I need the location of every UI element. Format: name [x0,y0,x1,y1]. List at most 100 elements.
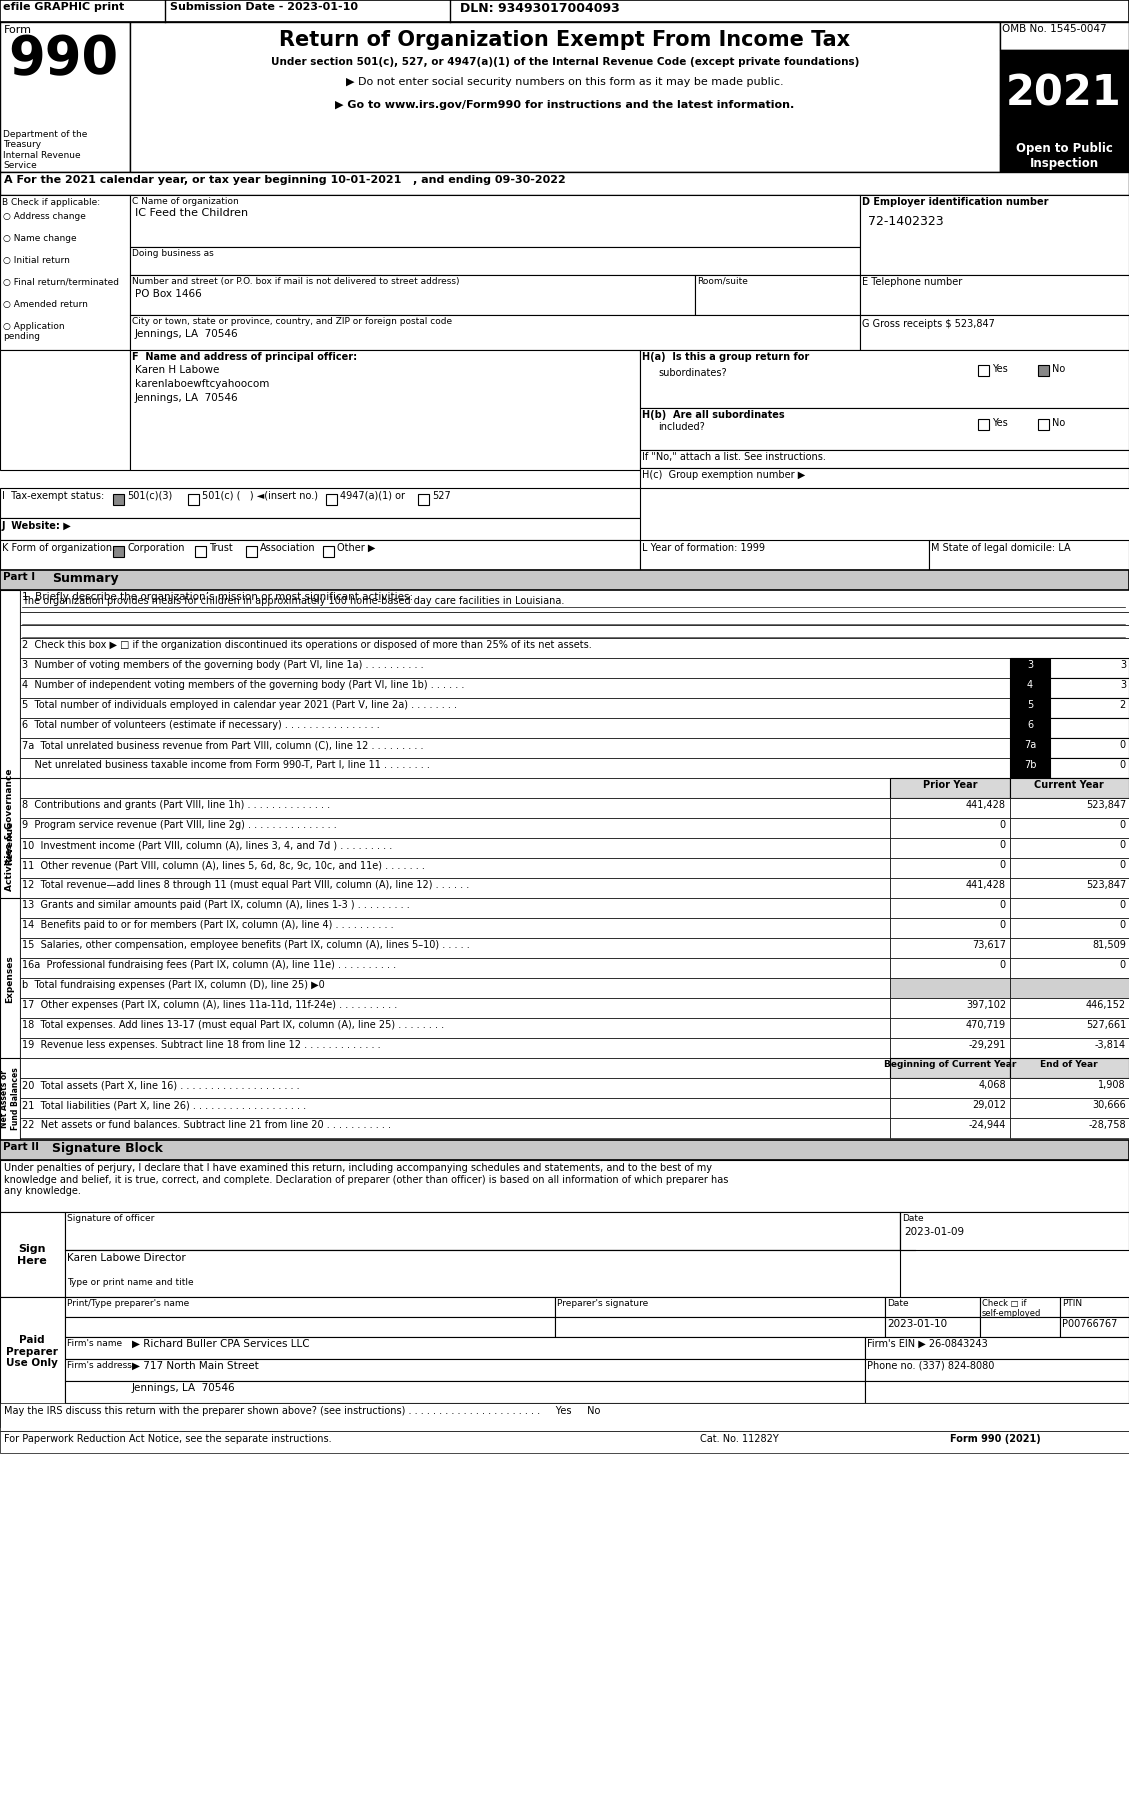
Bar [65,1212,900,1250]
Text: IC Feed the Children: IC Feed the Children [135,209,248,218]
Text: 4,068: 4,068 [979,1079,1006,1090]
Bar [20,1117,890,1137]
Text: 441,428: 441,428 [966,800,1006,811]
Text: Karen H Labowe: Karen H Labowe [135,365,219,375]
Text: 18  Total expenses. Add lines 13-17 (must equal Part IX, column (A), line 25) . : 18 Total expenses. Add lines 13-17 (must… [21,1019,444,1030]
Text: 1,908: 1,908 [1099,1079,1126,1090]
Bar [890,958,1010,978]
Text: Current Year: Current Year [1034,780,1104,791]
Bar [0,898,20,1059]
Bar [929,541,1129,570]
Text: City or town, state or province, country, and ZIP or foreign postal code: City or town, state or province, country… [132,317,452,327]
Text: 73,617: 73,617 [972,940,1006,951]
Text: Activities & Governance: Activities & Governance [6,769,15,891]
Bar [890,998,1010,1018]
Bar [20,858,890,878]
Bar [20,818,890,838]
Text: 523,847: 523,847 [1086,880,1126,891]
Text: Association: Association [260,542,316,553]
Bar [113,493,124,504]
Bar [1010,1018,1129,1038]
Bar [0,778,20,909]
Bar [20,738,1010,758]
Text: 20  Total assets (Part X, line 16) . . . . . . . . . . . . . . . . . . . .: 20 Total assets (Part X, line 16) . . . … [21,1079,299,1090]
Bar [890,938,1010,958]
Text: 0: 0 [1120,960,1126,970]
Bar [0,194,130,350]
Bar [0,519,640,541]
Text: 4  Number of independent voting members of the governing body (Part VI, line 1b): 4 Number of independent voting members o… [21,680,464,689]
Text: Preparer's signature: Preparer's signature [557,1299,648,1308]
Text: 4: 4 [1027,680,1033,689]
Text: 0: 0 [1000,820,1006,831]
Bar [246,546,257,557]
Bar [1050,758,1129,778]
Text: 5: 5 [1027,700,1033,709]
Text: 2  Check this box ▶ □ if the organization discontinued its operations or dispose: 2 Check this box ▶ □ if the organization… [21,640,592,649]
Text: efile GRAPHIC print: efile GRAPHIC print [3,2,124,13]
Text: B Check if applicable:: B Check if applicable: [2,198,100,207]
Bar [865,1359,1129,1380]
Text: 7a: 7a [1024,740,1036,749]
Text: Under penalties of perjury, I declare that I have examined this return, includin: Under penalties of perjury, I declare th… [5,1163,728,1195]
Bar [20,838,890,858]
Text: 11  Other revenue (Part VIII, column (A), lines 5, 6d, 8c, 9c, 10c, and 11e) . .: 11 Other revenue (Part VIII, column (A),… [21,860,425,871]
Text: Print/Type preparer's name: Print/Type preparer's name [67,1299,190,1308]
Bar [20,678,1010,698]
Text: Cat. No. 11282Y: Cat. No. 11282Y [700,1435,779,1444]
Text: 12  Total revenue—add lines 8 through 11 (must equal Part VIII, column (A), line: 12 Total revenue—add lines 8 through 11 … [21,880,470,891]
Text: 527: 527 [432,492,450,501]
Bar [890,1078,1010,1097]
Text: 2023-01-10: 2023-01-10 [887,1319,947,1330]
Bar [20,918,890,938]
Bar [890,778,1010,798]
Bar [978,419,989,430]
Bar [65,1317,555,1337]
Bar [1038,365,1049,375]
Bar [1050,658,1129,678]
Text: End of Year: End of Year [1040,1059,1097,1068]
Bar [890,1097,1010,1117]
Text: The organization provides meals for children in approximately 100 home-based day: The organization provides meals for chil… [21,597,564,606]
Text: Net Assets or
Fund Balances: Net Assets or Fund Balances [0,1068,19,1130]
Text: 397,102: 397,102 [966,1000,1006,1010]
Bar [1038,419,1049,430]
Text: K Form of organization:: K Form of organization: [2,542,115,553]
Text: F  Name and address of principal officer:: F Name and address of principal officer: [132,352,357,363]
Text: 16a  Professional fundraising fees (Part IX, column (A), line 11e) . . . . . . .: 16a Professional fundraising fees (Part … [21,960,396,970]
Bar [65,1337,865,1359]
Bar [1010,758,1050,778]
Bar [1050,698,1129,718]
Bar [0,590,20,1070]
Text: 29,012: 29,012 [972,1099,1006,1110]
Text: Prior Year: Prior Year [922,780,978,791]
Text: Check □ if
self-employed: Check □ if self-employed [982,1299,1041,1319]
Bar [0,1159,1129,1212]
Bar [890,838,1010,858]
Text: PO Box 1466: PO Box 1466 [135,288,202,299]
Bar [130,316,860,350]
Bar [0,1431,1129,1453]
Text: 501(c) (   ) ◄(insert no.): 501(c) ( ) ◄(insert no.) [202,492,318,501]
Bar [1010,878,1129,898]
Text: Firm's name: Firm's name [67,1339,122,1348]
Text: Firm's address: Firm's address [67,1360,132,1370]
Bar [0,1297,65,1428]
Bar [20,1058,890,1078]
Bar [555,1297,885,1317]
Bar [20,798,890,818]
Bar [1010,958,1129,978]
Text: Type or print name and title: Type or print name and title [67,1279,194,1286]
Bar [65,1359,865,1380]
Text: 81,509: 81,509 [1092,940,1126,951]
Bar [978,365,989,375]
Text: Paid
Preparer
Use Only: Paid Preparer Use Only [6,1335,58,1368]
Text: Jennings, LA  70546: Jennings, LA 70546 [135,394,238,403]
Text: Doing business as: Doing business as [132,249,213,258]
Text: ○ Initial return: ○ Initial return [3,256,70,265]
Bar [1000,22,1129,51]
Bar [65,1250,900,1297]
Text: Sign
Here: Sign Here [17,1244,47,1266]
Text: Submission Date - 2023-01-10: Submission Date - 2023-01-10 [170,2,358,13]
Bar [1060,1317,1129,1337]
